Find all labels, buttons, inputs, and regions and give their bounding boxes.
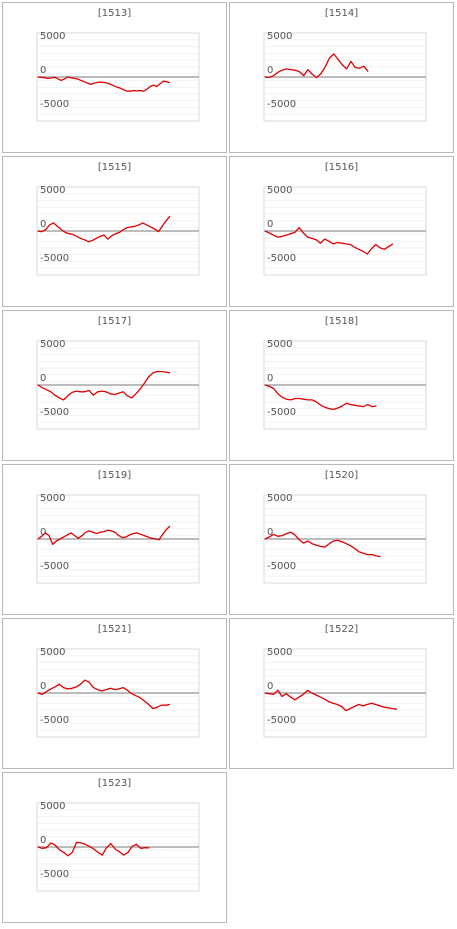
series-line bbox=[37, 679, 171, 710]
chart-panel: [1519] 5000 0 -5000 bbox=[2, 464, 227, 615]
line-chart: 5000 0 -5000 bbox=[36, 339, 200, 430]
y-tick-label: 5000 bbox=[40, 339, 65, 350]
line-chart: 5000 0 -5000 bbox=[263, 185, 427, 276]
chart-title: [1520] bbox=[324, 470, 359, 481]
series-line bbox=[264, 531, 381, 558]
series-line bbox=[37, 76, 171, 92]
chart-title: [1514] bbox=[324, 8, 359, 19]
y-tick-label: 5000 bbox=[267, 185, 292, 196]
series-line bbox=[264, 689, 398, 712]
series-line bbox=[264, 53, 369, 79]
series-line bbox=[37, 215, 171, 243]
chart-title: [1513] bbox=[97, 8, 132, 19]
chart-title: [1515] bbox=[97, 162, 132, 173]
chart-title: [1522] bbox=[324, 624, 359, 635]
chart-panel: [1523] 5000 0 -5000 bbox=[2, 772, 227, 923]
y-tick-label: 5000 bbox=[267, 647, 292, 658]
series-line bbox=[264, 384, 377, 411]
series-line bbox=[264, 226, 394, 255]
y-tick-label: 0 bbox=[40, 65, 46, 76]
y-tick-label: 0 bbox=[267, 219, 273, 230]
chart-panel: [1514] 5000 0 -5000 bbox=[229, 2, 454, 153]
line-chart: 5000 0 -5000 bbox=[263, 493, 427, 584]
y-tick-label: -5000 bbox=[267, 99, 296, 110]
y-tick-label: 5000 bbox=[267, 493, 292, 504]
line-chart: 5000 0 -5000 bbox=[263, 647, 427, 738]
y-tick-label: -5000 bbox=[40, 715, 69, 726]
line-chart: 5000 0 -5000 bbox=[36, 647, 200, 738]
chart-panel: [1520] 5000 0 -5000 bbox=[229, 464, 454, 615]
y-tick-label: 0 bbox=[267, 527, 273, 538]
chart-panel: [1521] 5000 0 -5000 bbox=[2, 618, 227, 769]
y-tick-label: 5000 bbox=[40, 493, 65, 504]
y-tick-label: -5000 bbox=[267, 253, 296, 264]
y-tick-label: 5000 bbox=[40, 185, 65, 196]
chart-panel: [1516] 5000 0 -5000 bbox=[229, 156, 454, 307]
y-tick-label: 0 bbox=[40, 527, 46, 538]
y-tick-label: 0 bbox=[267, 65, 273, 76]
line-chart: 5000 0 -5000 bbox=[36, 185, 200, 276]
y-tick-label: -5000 bbox=[40, 869, 69, 880]
chart-title: [1517] bbox=[97, 316, 132, 327]
line-chart: 5000 0 -5000 bbox=[36, 801, 200, 892]
chart-panel: [1517] 5000 0 -5000 bbox=[2, 310, 227, 461]
series-line bbox=[37, 841, 150, 857]
chart-title: [1519] bbox=[97, 470, 132, 481]
y-tick-label: 5000 bbox=[267, 339, 292, 350]
y-tick-label: -5000 bbox=[267, 561, 296, 572]
y-tick-label: 0 bbox=[40, 835, 46, 846]
line-chart: 5000 0 -5000 bbox=[263, 339, 427, 430]
y-tick-label: 5000 bbox=[40, 31, 65, 42]
chart-panel: [1522] 5000 0 -5000 bbox=[229, 618, 454, 769]
chart-title: [1518] bbox=[324, 316, 359, 327]
chart-title: [1516] bbox=[324, 162, 359, 173]
chart-panel: [1515] 5000 0 -5000 bbox=[2, 156, 227, 307]
chart-panel: [1513] 5000 0 -5000 bbox=[2, 2, 227, 153]
y-tick-label: 5000 bbox=[40, 647, 65, 658]
line-chart: 5000 0 -5000 bbox=[36, 31, 200, 122]
series-line bbox=[37, 370, 171, 401]
chart-title: [1521] bbox=[97, 624, 132, 635]
y-tick-label: 0 bbox=[40, 681, 46, 692]
y-tick-label: 0 bbox=[267, 681, 273, 692]
line-chart: 5000 0 -5000 bbox=[263, 31, 427, 122]
y-tick-label: -5000 bbox=[267, 407, 296, 418]
y-tick-label: -5000 bbox=[267, 715, 296, 726]
chart-title: [1523] bbox=[97, 778, 132, 789]
chart-panel: [1518] 5000 0 -5000 bbox=[229, 310, 454, 461]
y-tick-label: 0 bbox=[40, 373, 46, 384]
y-tick-label: -5000 bbox=[40, 99, 69, 110]
y-tick-label: -5000 bbox=[40, 253, 69, 264]
y-tick-label: -5000 bbox=[40, 407, 69, 418]
y-tick-label: -5000 bbox=[40, 561, 69, 572]
line-chart: 5000 0 -5000 bbox=[36, 493, 200, 584]
y-tick-label: 0 bbox=[267, 373, 273, 384]
y-tick-label: 5000 bbox=[267, 31, 292, 42]
y-tick-label: 5000 bbox=[40, 801, 65, 812]
y-tick-label: 0 bbox=[40, 219, 46, 230]
series-line bbox=[37, 525, 171, 546]
